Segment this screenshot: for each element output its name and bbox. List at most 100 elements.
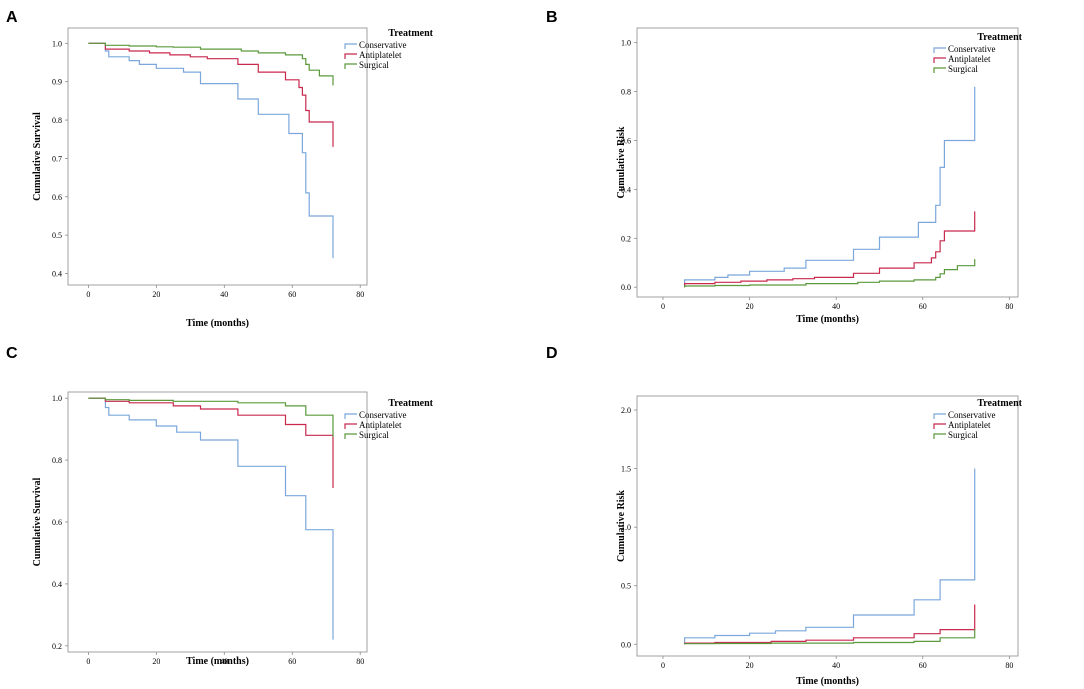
panel-a-y-tick-label: 0.5: [52, 231, 62, 240]
panel-d-y-axis-label: Cumulative Risk: [616, 490, 627, 562]
panel-a-y-tick-label: 0.9: [52, 78, 62, 87]
panel-a-legend-swatch-antiplatelet: [344, 53, 357, 59]
panel-c-plot-frame: [67, 391, 368, 653]
panel-d-series-antiplatelet: [684, 604, 976, 645]
panel-d-legend-label-surgical: Surgical: [948, 430, 978, 440]
panel-a-series-conservative: [88, 42, 334, 259]
panel-b-y-axis-label: Cumulative Risk: [616, 126, 627, 198]
panel-b-x-tick-label: 80: [1005, 302, 1013, 311]
panel-b-series-surgical: [684, 259, 976, 288]
panel-c-legend-swatch-antiplatelet: [344, 423, 357, 429]
panel-a-series-antiplatelet: [88, 42, 334, 147]
panel-c-x-tick-label: 0: [86, 657, 90, 666]
panel-c-y-tick-label: 1.0: [52, 394, 62, 403]
panel-b-plot-frame: [636, 27, 1019, 298]
panel-d-legend-label-antiplatelet: Antiplatelet: [948, 420, 991, 430]
panel-b-legend-title: Treatment: [977, 32, 1022, 43]
panel-a-x-tick-label: 20: [152, 290, 160, 299]
panel-b-x-axis-label: Time (months): [796, 314, 859, 325]
panel-c-legend-swatch-surgical: [344, 433, 357, 439]
panel-a-letter: A: [6, 9, 18, 26]
panel-d-series-conservative: [684, 468, 976, 645]
panel-a-y-tick-label: 0.4: [52, 269, 62, 278]
panel-d-x-tick-label: 20: [746, 661, 754, 670]
panel-c-y-tick-label: 0.6: [52, 518, 62, 527]
panel-d-legend-label-conservative: Conservative: [948, 410, 996, 420]
panel-d-x-tick-label: 40: [832, 661, 840, 670]
panel-b-y-tick-label: 0.6: [621, 136, 631, 145]
panel-a-series-surgical: [88, 42, 334, 86]
panel-d: D 0 20 40 60 80 0.0 0.5 1.0 1.5 2.0 Time (months) Cu…: [546, 345, 1023, 687]
panel-b-series-antiplatelet: [684, 211, 976, 288]
panel-a-y-tick-label: 0.7: [52, 154, 62, 163]
panel-b-x-tick-label: 20: [746, 302, 754, 311]
panel-b-legend-label-conservative: Conservative: [948, 44, 996, 54]
panel-c-legend-label-antiplatelet: Antiplatelet: [359, 420, 402, 430]
panel-a-y-tick-label: 0.8: [52, 116, 62, 125]
panel-c-series-surgical: [88, 397, 334, 437]
panel-c-x-tick-label: 60: [288, 657, 296, 666]
panel-b-y-tick-label: 1.0: [621, 39, 631, 48]
panel-b-legend-label-antiplatelet: Antiplatelet: [948, 54, 991, 64]
panel-a-plot-frame: [67, 27, 368, 286]
panel-c-y-axis-label: Cumulative Survival: [32, 477, 43, 566]
panel-b-y-tick-label: 0.2: [621, 234, 631, 243]
panel-d-x-tick-label: 60: [919, 661, 927, 670]
panel-d-y-tick-label: 1.5: [621, 465, 631, 474]
panel-c-x-tick-label: 40: [220, 657, 228, 666]
panel-d-plot-frame: [636, 395, 1019, 657]
panel-d-letter: D: [546, 345, 558, 362]
panel-b-legend-swatch-antiplatelet: [933, 57, 946, 63]
panel-c-x-tick-label: 20: [152, 657, 160, 666]
panel-c-legend-swatch-conservative: [344, 413, 357, 419]
panel-d-y-tick-label: 0.0: [621, 640, 631, 649]
panel-a-x-tick-label: 0: [86, 290, 90, 299]
panel-c-legend-label-conservative: Conservative: [359, 410, 407, 420]
panel-c-legend-title: Treatment: [388, 398, 433, 409]
panel-c: C 0 20 40 60 80 0.2 0.4 0.6 0.8 1.0 Time (months) Cu…: [6, 345, 434, 667]
panel-b: B 0 20 40 60 80 0.0 0.2 0.4 0.6 0.8 1.0 Time (months…: [546, 9, 1023, 325]
panel-b-legend-swatch-surgical: [933, 67, 946, 73]
panel-d-x-tick-label: 0: [661, 661, 665, 670]
panel-b-x-tick-label: 40: [832, 302, 840, 311]
panel-c-series-antiplatelet: [88, 397, 334, 488]
panel-a-legend-title: Treatment: [388, 28, 433, 39]
panel-b-x-tick-label: 0: [661, 302, 665, 311]
panel-b-legend-swatch-conservative: [933, 47, 946, 53]
panel-d-legend-title: Treatment: [977, 398, 1022, 409]
panel-b-series-conservative: [684, 86, 976, 288]
panel-b-y-tick-label: 0.8: [621, 88, 631, 97]
panel-a-y-tick-label: 0.6: [52, 193, 62, 202]
panel-d-legend-swatch-surgical: [933, 433, 946, 439]
panel-b-y-tick-label: 0.4: [621, 185, 631, 194]
panel-d-x-tick-label: 80: [1005, 661, 1013, 670]
panel-c-y-tick-label: 0.2: [52, 642, 62, 651]
panel-b-legend-label-surgical: Surgical: [948, 64, 978, 74]
panel-a-y-tick-label: 1.0: [52, 39, 62, 48]
panel-c-y-tick-label: 0.8: [52, 456, 62, 465]
panel-d-x-axis-label: Time (months): [796, 676, 859, 687]
panel-d-y-tick-label: 2.0: [621, 406, 631, 415]
panel-c-x-tick-label: 80: [356, 657, 364, 666]
panel-a-y-axis-label: Cumulative Survival: [32, 112, 43, 201]
panel-b-y-tick-label: 0.0: [621, 283, 631, 292]
panel-a-x-tick-label: 40: [220, 290, 228, 299]
panel-d-series-surgical: [684, 629, 976, 645]
panel-d-legend-swatch-antiplatelet: [933, 423, 946, 429]
panel-c-x-axis-label: Time (months): [186, 656, 249, 667]
panel-a-legend-label-surgical: Surgical: [359, 60, 389, 70]
panel-c-legend-label-surgical: Surgical: [359, 430, 389, 440]
panel-b-letter: B: [546, 9, 558, 26]
panel-c-series-conservative: [88, 397, 334, 640]
panel-d-legend-swatch-conservative: [933, 413, 946, 419]
panel-b-x-tick-label: 60: [919, 302, 927, 311]
panel-d-y-tick-label: 1.0: [621, 523, 631, 532]
panel-a-x-tick-label: 80: [356, 290, 364, 299]
panel-a-legend-label-conservative: Conservative: [359, 40, 407, 50]
panel-a-legend-swatch-surgical: [344, 63, 357, 69]
panel-d-y-tick-label: 0.5: [621, 582, 631, 591]
panel-a-x-axis-label: Time (months): [186, 318, 249, 329]
panel-c-letter: C: [6, 345, 18, 362]
panel-c-y-tick-label: 0.4: [52, 580, 62, 589]
